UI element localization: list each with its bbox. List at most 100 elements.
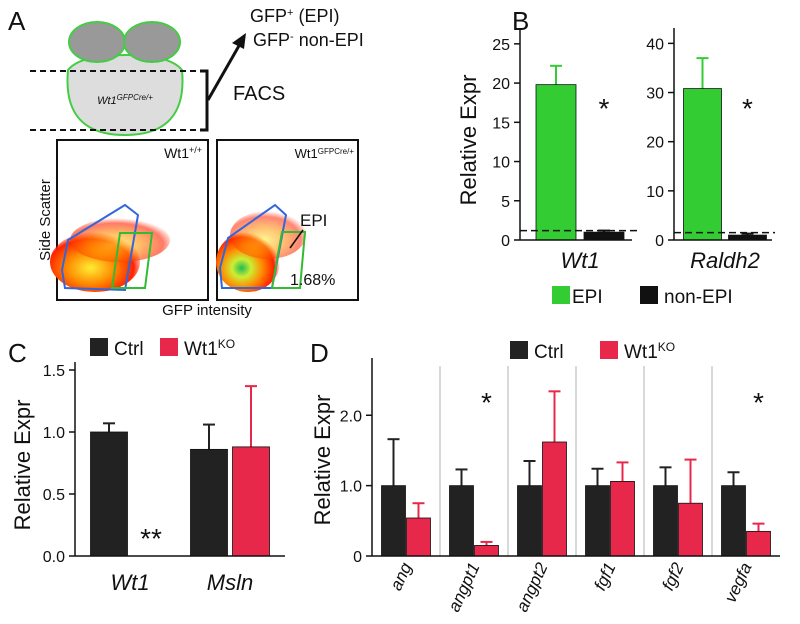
x-tick-label: ang [386, 559, 415, 593]
legend-label: Wt1KO [184, 337, 235, 360]
legend-label: Wt1KO [624, 340, 675, 363]
x-tick-label: angpt2 [512, 559, 551, 615]
y-tick-label: 1.0 [43, 425, 65, 442]
y-tick-label: 1.5 [43, 363, 65, 380]
x-tick-label: Wt1 [560, 248, 599, 273]
bar [678, 502, 703, 557]
y-tick-label: 2.0 [340, 408, 362, 425]
bar [190, 448, 228, 557]
gate-label: EPI [300, 211, 327, 230]
legend-label-base: EPI [572, 287, 603, 308]
gfp-positive-label-base: GFP [250, 6, 287, 26]
x-tick-label: angpt1 [444, 560, 483, 615]
legend-swatch [160, 338, 178, 356]
legend-label: EPI [572, 287, 603, 308]
y-tick-label: 40 [646, 36, 664, 53]
significance-mark: * [753, 387, 764, 418]
y-tick-label: 10 [492, 155, 510, 172]
legend-label-sup: KO [218, 337, 235, 351]
x-tick-label: vegfa [721, 560, 756, 606]
panel-letter: D [310, 338, 329, 368]
legend-swatch [600, 341, 618, 359]
gfp-positive-label-sup: + [287, 7, 293, 19]
legend-label-base: Wt1 [624, 342, 658, 363]
significance-mark: ** [140, 523, 162, 554]
bar [746, 530, 771, 557]
plot-label: Wt1+/+ [164, 145, 202, 161]
embryo-label: Wt1GFPCre/+ [97, 93, 153, 108]
x-tick-label: Msln [207, 570, 253, 595]
y-tick-label: 20 [492, 76, 510, 93]
y-axis-label: Side Scatter [37, 179, 54, 261]
legend-swatch [90, 338, 108, 356]
y-axis-title: Relative Expr [10, 400, 35, 531]
y-tick-label: 0.0 [43, 549, 65, 566]
bar [474, 545, 499, 557]
bar [517, 485, 542, 557]
plot-label-sup: +/+ [189, 145, 202, 155]
x-tick-label: Wt1 [110, 570, 149, 595]
bar [449, 485, 474, 557]
x-tick-label: Raldh2 [690, 248, 760, 273]
legend-swatch [510, 341, 528, 359]
flow-plots [50, 139, 359, 301]
legend-label-base: Ctrl [114, 339, 144, 360]
bar [653, 485, 678, 557]
bar [583, 231, 625, 241]
y-tick-label: 15 [492, 115, 510, 132]
significance-mark: * [599, 93, 610, 124]
embryo-diagram [30, 21, 246, 137]
y-tick-label: 10 [646, 184, 664, 201]
significance-mark: * [742, 93, 753, 124]
x-tick-label: fgf2 [658, 559, 687, 593]
y-tick-label: 5 [501, 194, 510, 211]
legend-label-base: non-EPI [664, 287, 733, 308]
y-tick-label: 0 [353, 549, 362, 566]
bar [90, 431, 128, 557]
significance-mark: * [481, 387, 492, 418]
legend-swatch [552, 286, 570, 304]
y-tick-label: 25 [492, 37, 510, 54]
plot-label-base: Wt1 [164, 145, 189, 161]
gfp-negative-label-rest: non-EPI [294, 30, 364, 50]
bar [381, 485, 406, 557]
y-tick-label: 0 [655, 233, 664, 250]
plot-label: Wt1GFPCre/+ [295, 146, 355, 161]
y-axis-title: Relative Expr [310, 395, 335, 526]
legend-label-sup: KO [658, 340, 675, 354]
legend-label: Ctrl [534, 342, 564, 363]
facs-label: FACS [233, 83, 285, 105]
y-tick-label: 20 [646, 135, 664, 152]
gate-percent: 1.68% [290, 272, 335, 289]
bar [585, 485, 610, 557]
legend-swatch [640, 286, 658, 304]
legend-label-base: Ctrl [534, 342, 564, 363]
embryo-label-sup: GFPCre/+ [117, 93, 154, 102]
plot-label-base: Wt1 [295, 146, 318, 161]
panel-letter: B [512, 6, 529, 36]
bar [542, 441, 567, 557]
legend-label: non-EPI [664, 287, 733, 308]
bar [721, 485, 746, 557]
bar [232, 446, 270, 557]
gfp-negative-label: GFP- non-EPI [253, 30, 364, 50]
y-tick-label: 30 [646, 86, 664, 103]
legend-label-base: Wt1 [184, 339, 218, 360]
gfp-negative-label-sup: - [290, 31, 294, 43]
gfp-positive-label-rest: (EPI) [293, 6, 339, 26]
y-axis-title: Relative Expr [456, 75, 481, 206]
legend-label: Ctrl [114, 339, 144, 360]
x-tick-label: fgf1 [590, 560, 619, 594]
bar [610, 481, 635, 557]
bar [406, 517, 431, 557]
panel-letter: A [8, 6, 26, 36]
y-tick-label: 1.0 [340, 479, 362, 496]
plot-label-sup: GFPCre/+ [318, 147, 355, 156]
x-axis-label: GFP intensity [162, 302, 252, 319]
panel-letter: C [8, 338, 27, 368]
bar [535, 84, 577, 241]
gfp-positive-label: GFP+ (EPI) [250, 6, 339, 26]
gfp-negative-label-base: GFP [253, 30, 290, 50]
bar [683, 88, 722, 241]
